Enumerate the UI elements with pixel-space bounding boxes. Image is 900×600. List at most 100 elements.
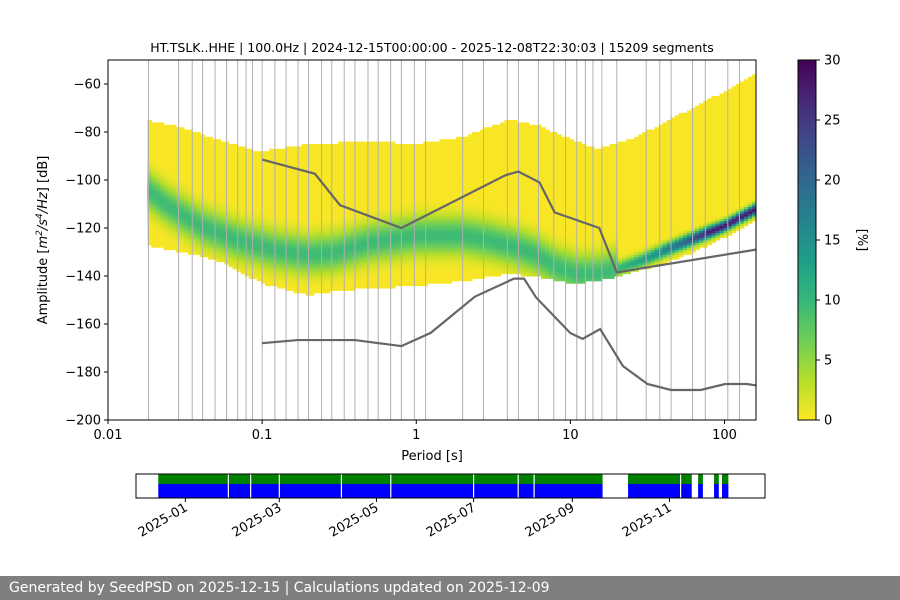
heatmap-cell	[265, 218, 270, 222]
heatmap-cell	[443, 208, 449, 212]
heatmap-cell	[362, 218, 368, 222]
heatmap-cell	[155, 170, 161, 174]
heatmap-cell	[240, 268, 246, 272]
heatmap-cell	[390, 151, 396, 155]
heatmap-cell	[155, 244, 161, 248]
heatmap-cell	[196, 208, 201, 212]
heatmap-cell	[240, 151, 246, 155]
heatmap-cell	[305, 244, 311, 248]
heatmap-cell	[431, 184, 437, 188]
heatmap-cell	[492, 141, 497, 145]
heatmap-cell	[370, 211, 376, 215]
heatmap-cell	[427, 256, 432, 260]
heatmap-cell	[419, 192, 424, 195]
heatmap-cell	[439, 189, 445, 193]
heatmap-cell	[431, 196, 437, 200]
heatmap-cell	[374, 148, 380, 152]
heatmap-cell	[321, 261, 327, 265]
heatmap-cell	[463, 247, 469, 251]
heatmap-cell	[431, 151, 437, 155]
heatmap-cell	[390, 172, 396, 176]
heatmap-cell	[228, 256, 234, 260]
heatmap-cell	[382, 184, 388, 188]
heatmap-cell	[492, 199, 497, 203]
heatmap-cell	[260, 175, 266, 179]
heatmap-cell	[378, 175, 384, 179]
heatmap-cell	[293, 249, 299, 253]
heatmap-cell	[394, 266, 400, 270]
heatmap-cell	[358, 232, 364, 236]
heatmap-cell	[163, 134, 169, 138]
heatmap-cell	[476, 242, 481, 246]
heatmap-cell	[346, 180, 351, 183]
heatmap-cell	[402, 172, 408, 176]
heatmap-cell	[346, 201, 351, 205]
heatmap-cell	[419, 223, 424, 227]
heatmap-cell	[443, 177, 449, 181]
heatmap-cell	[439, 184, 445, 188]
heatmap-cell	[471, 240, 477, 243]
heatmap-cell	[240, 187, 246, 191]
heatmap-cell	[309, 172, 315, 176]
heatmap-cell	[260, 228, 266, 231]
heatmap-cell	[455, 228, 461, 231]
heatmap-cell	[244, 261, 250, 265]
heatmap-cell	[374, 168, 380, 171]
heatmap-cell	[191, 153, 197, 157]
heatmap-cell	[366, 268, 372, 272]
heatmap-cell	[301, 189, 307, 193]
heatmap-cell	[496, 165, 501, 169]
heatmap-cell	[334, 175, 339, 179]
heatmap-cell	[305, 180, 311, 183]
heatmap-cell	[187, 141, 193, 145]
heatmap-cell	[394, 278, 400, 282]
heatmap-cell	[338, 256, 343, 260]
heatmap-cell	[402, 242, 408, 246]
heatmap-cell	[301, 223, 307, 227]
heatmap-cell	[285, 204, 290, 207]
heatmap-cell	[354, 256, 359, 260]
heatmap-cell	[285, 223, 290, 227]
heatmap-cell	[317, 273, 323, 277]
heatmap-cell	[252, 206, 258, 210]
heatmap-cell	[455, 254, 461, 258]
heatmap-cell	[297, 242, 303, 246]
heatmap-cell	[386, 196, 392, 200]
heatmap-cell	[208, 235, 213, 239]
heatmap-cell	[496, 182, 501, 186]
heatmap-cell	[394, 201, 400, 205]
heatmap-cell	[265, 151, 270, 155]
heatmap-cell	[297, 172, 303, 176]
heatmap-cell	[260, 259, 266, 263]
heatmap-cell	[346, 259, 351, 263]
heatmap-cell	[285, 283, 290, 287]
heatmap-cell	[467, 232, 473, 236]
heatmap-cell	[240, 184, 246, 188]
heatmap-cell	[317, 192, 323, 195]
heatmap-cell	[281, 228, 286, 231]
heatmap-cell	[390, 280, 396, 284]
heatmap-cell	[293, 151, 299, 155]
heatmap-cell	[480, 172, 485, 176]
heatmap-cell	[309, 187, 315, 191]
heatmap-cell	[269, 151, 274, 155]
heatmap-cell	[354, 228, 359, 231]
heatmap-cell	[151, 206, 157, 210]
heatmap-cell	[208, 194, 213, 198]
heatmap-cell	[435, 165, 441, 169]
heatmap-cell	[334, 259, 339, 263]
heatmap-cell	[407, 244, 412, 248]
heatmap-cell	[419, 225, 424, 229]
heatmap-cell	[256, 196, 262, 200]
heatmap-cell	[281, 187, 286, 191]
heatmap-cell	[480, 225, 485, 229]
heatmap-cell	[216, 247, 221, 251]
heatmap-cell	[455, 225, 461, 229]
heatmap-cell	[289, 228, 295, 231]
heatmap-cell	[260, 216, 266, 219]
heatmap-cell	[415, 220, 420, 224]
heatmap-cell	[325, 271, 331, 275]
heatmap-cell	[378, 148, 384, 152]
heatmap-cell	[277, 184, 282, 188]
heatmap-cell	[374, 213, 380, 217]
